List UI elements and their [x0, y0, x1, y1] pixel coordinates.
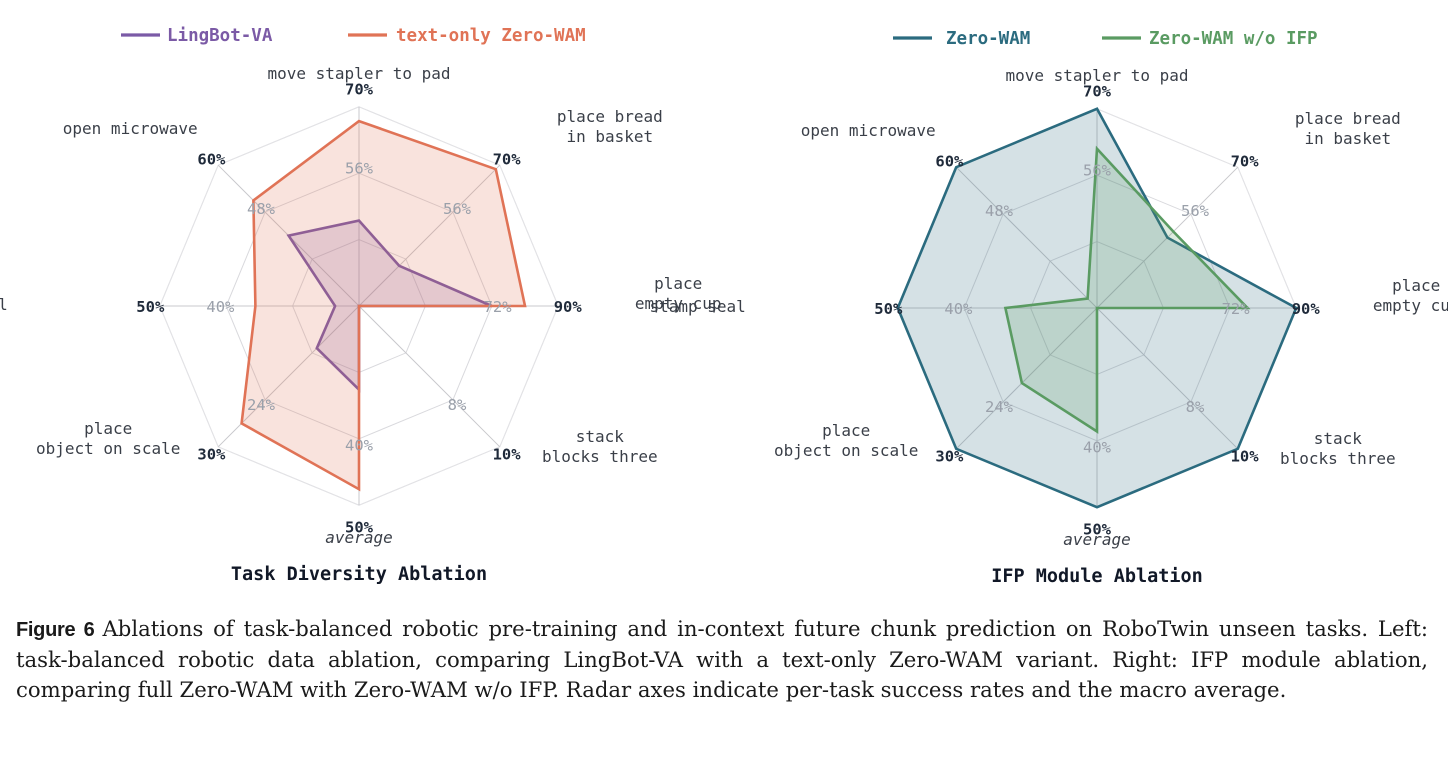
caption-lead: Figure 6	[16, 619, 95, 641]
axis-max-label: 10%	[493, 446, 522, 464]
axis-category-label: in basket	[1304, 129, 1391, 148]
axis-max-label: 30%	[935, 448, 964, 466]
axis-max-label: 70%	[1083, 82, 1112, 100]
axis-category-label: stack	[576, 427, 625, 446]
axis-category-label: average	[325, 528, 392, 547]
axis-category-label: stamp seal	[649, 297, 745, 316]
tick-label: 24%	[985, 398, 1014, 416]
axis-category-label: in basket	[566, 127, 653, 146]
tick-label: 40%	[944, 300, 973, 318]
axis-max-label: 50%	[136, 298, 165, 316]
legend-label: Zero-WAM w/o IFP	[1149, 29, 1318, 49]
tick-label: 8%	[448, 396, 467, 414]
tick-label: 56%	[443, 200, 472, 218]
tick-label: 48%	[247, 200, 276, 218]
axis-category-label: blocks three	[1280, 449, 1396, 468]
axis-max-label: 10%	[1231, 448, 1260, 466]
figure-radar-charts: 56% 56% 72% 8% 40% 24% 40% 48% 70% 70% 90% 10% 50% 30…	[0, 26, 1448, 587]
tick-label: 72%	[1222, 300, 1251, 318]
axis-max-label: 70%	[493, 150, 522, 168]
axis-category-label: place	[654, 274, 702, 293]
axis-category-label: place	[1392, 276, 1440, 295]
axis-category-label: average	[1063, 530, 1130, 549]
tick-label: 24%	[247, 396, 276, 414]
axis-category-label: empty cup	[1373, 296, 1448, 315]
tick-label: 40%	[206, 298, 235, 316]
axis-max-label: 50%	[874, 300, 903, 318]
axis-category-label: move stapler to pad	[267, 64, 450, 83]
axis-category-label: blocks three	[542, 447, 658, 466]
chart-title: Task Diversity Ablation	[231, 564, 487, 585]
tick-label: 8%	[1186, 398, 1205, 416]
grid-spoke	[955, 166, 1098, 309]
axis-max-label: 50%	[345, 519, 374, 537]
chart-title: IFP Module Ablation	[991, 566, 1203, 587]
axis-max-label: 90%	[554, 298, 583, 316]
legend-label: Zero-WAM	[946, 29, 1030, 49]
axis-category-label: object on scale	[36, 439, 181, 458]
axis-category-label: stamp seal	[0, 295, 8, 314]
axis-max-label: 70%	[1231, 152, 1260, 170]
tick-label: 48%	[985, 202, 1014, 220]
axis-max-label: 70%	[345, 80, 374, 98]
axis-category-label: empty cup	[635, 294, 722, 313]
grid-spoke	[358, 164, 501, 307]
axis-max-label: 60%	[935, 152, 964, 170]
tick-label: 56%	[1181, 202, 1210, 220]
tick-label: 56%	[345, 159, 374, 177]
grid-spoke	[1096, 307, 1239, 450]
axis-category-label: open microwave	[801, 121, 936, 140]
tick-label: 40%	[345, 437, 374, 455]
caption-text: Ablations of task-balanced robotic pre-t…	[16, 616, 1428, 702]
axis-category-label: place	[822, 421, 870, 440]
axis-category-label: place bread	[557, 107, 663, 126]
tick-label: 72%	[484, 298, 513, 316]
tick-label: 40%	[1083, 439, 1112, 457]
axis-max-label: 30%	[197, 446, 226, 464]
series-area-text-only-zero-wam	[240, 119, 527, 492]
axis-category-label: place	[84, 419, 132, 438]
axis-category-label: stack	[1314, 429, 1363, 448]
grid-spoke	[955, 307, 1098, 450]
axis-category-label: move stapler to pad	[1005, 66, 1188, 85]
axis-max-label: 50%	[1083, 521, 1112, 539]
axis-category-label: object on scale	[774, 441, 919, 460]
legend-label: LingBot-VA	[167, 26, 273, 46]
axis-category-label: open microwave	[63, 119, 198, 138]
legend-label: text-only Zero-WAM	[396, 26, 586, 46]
figure-caption: Figure 6 Ablations of task-balanced robot…	[16, 614, 1428, 705]
axis-max-label: 60%	[197, 150, 226, 168]
axis-max-label: 90%	[1292, 300, 1321, 318]
tick-label: 56%	[1083, 161, 1112, 179]
axis-category-label: place bread	[1295, 109, 1401, 128]
grid-spoke	[358, 305, 501, 448]
